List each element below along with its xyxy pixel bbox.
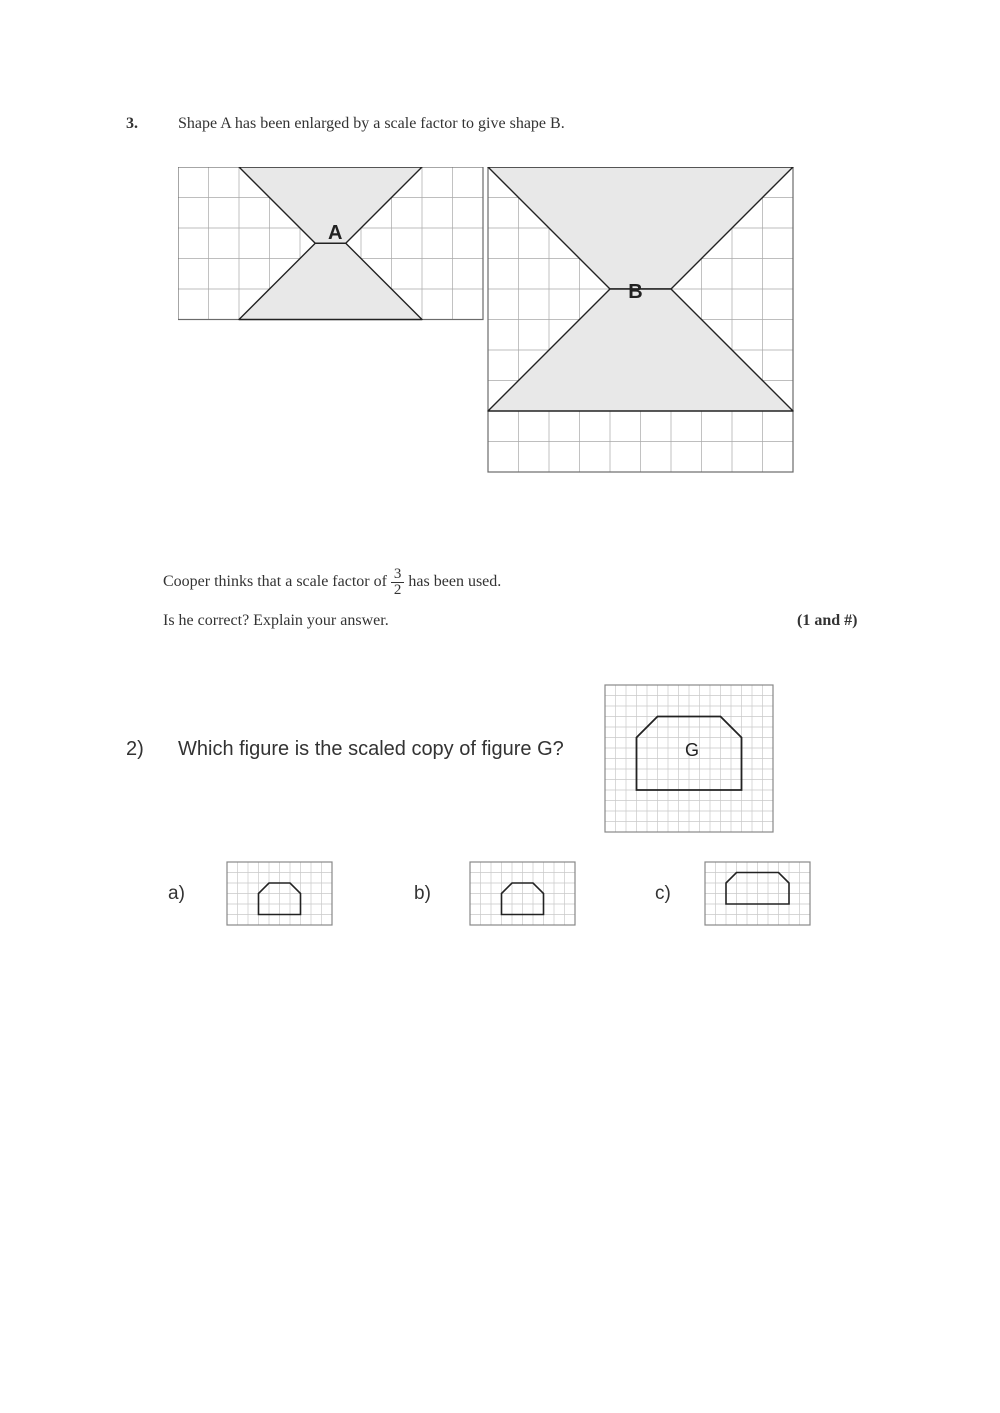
- q2-prompt: Which figure is the scaled copy of figur…: [178, 738, 564, 761]
- q2-option-b-label: b): [414, 883, 431, 905]
- q2-number: 2): [126, 738, 144, 761]
- svg-text:A: A: [328, 222, 342, 244]
- q2-option-c-label: c): [655, 883, 671, 905]
- q2-option-a-label: a): [168, 883, 185, 905]
- q2-figure-g: G: [603, 683, 778, 833]
- q2-option-b-figure: [468, 860, 578, 930]
- q3-cooper-pre: Cooper thinks that a scale factor of: [163, 573, 391, 590]
- q3-figure: A B: [178, 167, 798, 527]
- svg-text:B: B: [628, 281, 642, 303]
- q3-cooper-post: has been used.: [404, 573, 501, 590]
- q3-prompt: Shape A has been enlarged by a scale fac…: [178, 115, 565, 133]
- q3-cooper-line: Cooper thinks that a scale factor of 32 …: [163, 567, 501, 598]
- q3-number: 3.: [126, 115, 138, 133]
- q3-frac-num: 3: [391, 567, 405, 583]
- q3-marks: (1 and #): [797, 612, 857, 630]
- q3-frac-den: 2: [391, 583, 405, 598]
- worksheet-page: 3. Shape A has been enlarged by a scale …: [0, 0, 1000, 1413]
- q3-fraction: 32: [391, 567, 405, 598]
- q2-option-a-figure: [225, 860, 335, 930]
- q3-followup: Is he correct? Explain your answer.: [163, 612, 389, 630]
- q2-option-c-figure: [703, 860, 813, 930]
- svg-text:G: G: [685, 740, 699, 760]
